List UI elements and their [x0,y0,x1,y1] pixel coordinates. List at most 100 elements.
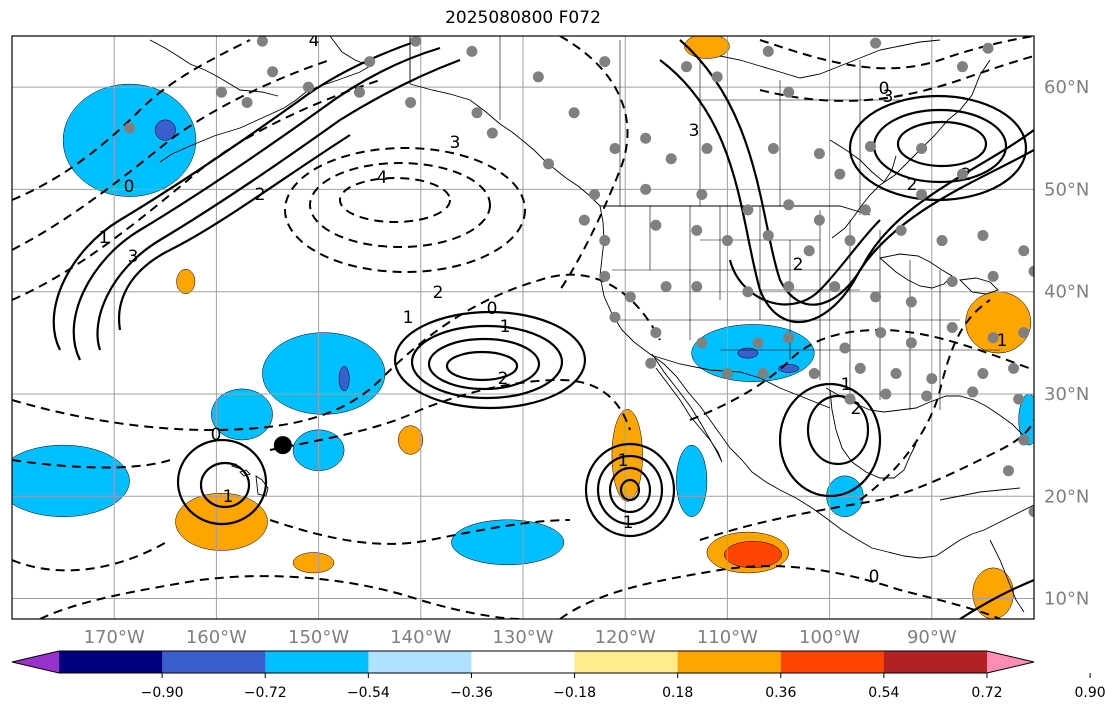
station-dot [844,235,856,247]
colorbar-segment [574,651,679,673]
longitude-tick-label: 130°W [492,627,553,648]
colorbar-outline [11,650,1035,674]
station-dot [757,368,769,380]
station-dot [977,229,989,241]
station-dot [1008,362,1020,374]
colorbar: −0.90 −0.72 −0.54 −0.36 −0.18 0.18 0.36 0.54 0.7… [11,650,1105,701]
negative-anomaly-region [338,366,350,392]
positive-anomaly-region [398,425,424,455]
station-dot [124,122,136,134]
contour-high-ne-pacific [427,337,541,391]
longitude-axis: 170°W 160°W 150°W 140°W 130°W 120°W 110°W 100°W… [84,627,957,648]
station-dot [599,235,611,247]
contour-pacific-dashed [12,39,251,201]
station-dot [905,337,917,349]
station-dot [895,224,907,236]
map-title: 2025080800 F072 [445,8,601,28]
station-dot [624,291,636,303]
station-dot [241,96,253,108]
station-dot [880,388,892,400]
station-dot [696,337,708,349]
colorbar-tick-label: −0.72 [244,685,287,701]
station-dot [696,189,708,201]
station-dot [808,368,820,380]
positive-anomaly-region [292,552,335,574]
station-dot [1028,265,1034,277]
contour-gulf-of-alaska-low [284,147,526,273]
colorbar-tick-label: −0.90 [141,685,184,701]
contour-value-label: 2 [255,185,266,205]
latitude-tick-label: 30°N [1044,384,1089,405]
station-dot [599,270,611,282]
station-dot [640,132,652,144]
negative-anomaly-region [676,444,708,517]
station-dot [721,235,733,247]
station-dot [905,296,917,308]
contour-value-label: 0 [487,299,498,319]
colorbar-tick-label: 0.54 [868,685,899,701]
station-dot [854,362,866,374]
contour-value-label: 1 [500,317,511,337]
longitude-tick-label: 120°W [595,627,656,648]
station-dot [578,214,590,226]
contour-value-label: 3 [450,133,461,153]
longitude-tick-label: 150°W [288,627,349,648]
coastline-baja [651,353,723,463]
latitude-tick-label: 60°N [1044,77,1089,98]
positive-anomaly-region [684,36,730,59]
contour-pacific-dashed [39,575,521,619]
solid-contours [52,38,1034,619]
colorbar-segment [162,651,266,673]
station-dot [977,368,989,380]
colorbar-extend-max [987,651,1034,673]
station-dot [353,86,365,98]
colorbar-segment [780,651,885,673]
dashed-contours [12,36,1034,619]
negative-anomaly-region [154,119,176,141]
longitude-tick-label: 140°W [390,627,451,648]
station-dot [1018,434,1030,446]
contour-value-label: 3 [883,87,894,107]
station-dot [859,204,871,216]
station-dot [870,291,882,303]
station-dot [767,143,779,155]
colorbar-tick-label: −0.54 [347,685,390,701]
colorbar-tick-label: 0.36 [765,685,796,701]
station-dot [742,204,754,216]
station-dot [405,96,417,108]
station-dot [486,127,498,139]
station-dot [829,281,841,293]
station-dot [216,86,228,98]
contour-north-dashed [759,55,1034,102]
station-dot [956,168,968,180]
station-dot [471,107,483,119]
station-dot [783,86,795,98]
station-dot [256,36,268,47]
station-dot [691,281,703,293]
colorbar-segment [368,651,472,673]
station-dot [752,337,764,349]
station-dot [701,143,713,155]
station-dot [813,148,825,160]
contour-value-label: 2 [433,283,444,303]
station-dot [870,37,882,49]
station-dot [987,332,999,344]
station-dot [956,61,968,73]
contour-value-label: 0 [869,567,880,587]
station-dot [813,214,825,226]
station-dot [946,322,958,333]
highlight-marker [273,436,292,455]
station-dot [967,386,979,398]
contour-subtropical-low [176,438,268,526]
map-frame [11,35,1035,620]
highlight-dot [273,436,292,455]
station-dot [267,66,279,78]
station-dot [926,373,938,385]
station-dot [916,143,928,155]
province-borders [499,36,900,215]
station-dot [660,281,672,293]
contour-eastern-pacific-low [608,466,652,514]
contour-eastern-pacific-low [596,454,664,526]
longitude-tick-label: 110°W [697,627,758,648]
